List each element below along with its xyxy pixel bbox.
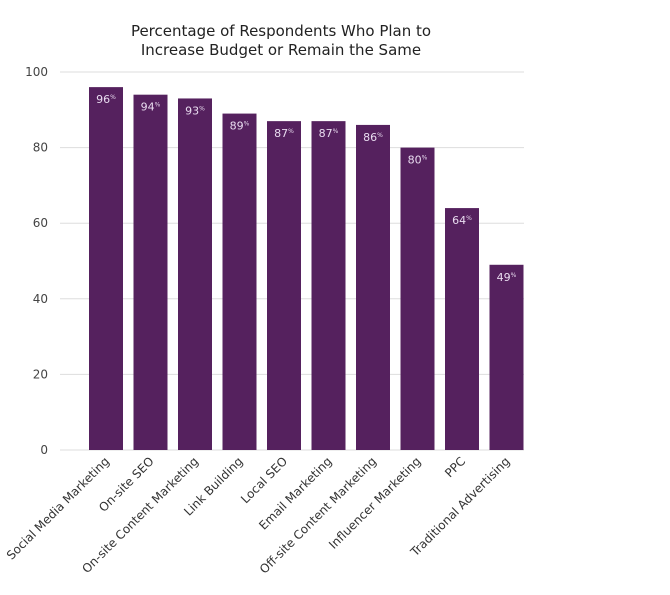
- category-label: Influencer Marketing: [326, 454, 423, 551]
- chart-title-line-1: Percentage of Respondents Who Plan to: [131, 22, 431, 40]
- bar: [445, 208, 479, 450]
- bar: [311, 121, 346, 450]
- bar-data-label: 94%: [141, 101, 161, 114]
- y-axis-tick-labels: 0 20 40 60 80 100: [25, 65, 48, 457]
- bar-data-label: 93%: [185, 104, 205, 117]
- bar-data-label: 86%: [363, 131, 383, 144]
- bar: [133, 94, 168, 451]
- bar-data-label: 80%: [408, 154, 428, 167]
- bar: [222, 113, 257, 450]
- bar-data-labels: 96% 94% 93% 89% 87% 87% 86% 80% 64% 49%: [96, 93, 517, 284]
- bar: [489, 264, 524, 450]
- bars: [89, 87, 524, 451]
- bar-data-label: 49%: [497, 271, 517, 284]
- bar: [178, 98, 212, 451]
- bar: [356, 124, 390, 451]
- chart-title-line-2: Increase Budget or Remain the Same: [141, 41, 421, 59]
- bar: [400, 147, 435, 450]
- bar-data-label: 96%: [96, 93, 116, 106]
- y-tick-label: 60: [33, 216, 48, 230]
- y-tick-label: 20: [33, 367, 48, 381]
- y-tick-label: 0: [40, 443, 48, 457]
- bar-data-label: 64%: [452, 214, 472, 227]
- category-label: Social Media Marketing: [4, 454, 112, 562]
- bar: [89, 87, 123, 451]
- category-label: PPC: [442, 454, 468, 480]
- y-tick-label: 40: [33, 292, 48, 306]
- bar-data-label: 87%: [274, 127, 294, 140]
- bar-data-label: 89%: [230, 120, 250, 133]
- bar: [267, 121, 301, 450]
- y-tick-label: 100: [25, 65, 48, 79]
- bar-data-label: 87%: [319, 127, 339, 140]
- y-tick-label: 80: [33, 141, 48, 155]
